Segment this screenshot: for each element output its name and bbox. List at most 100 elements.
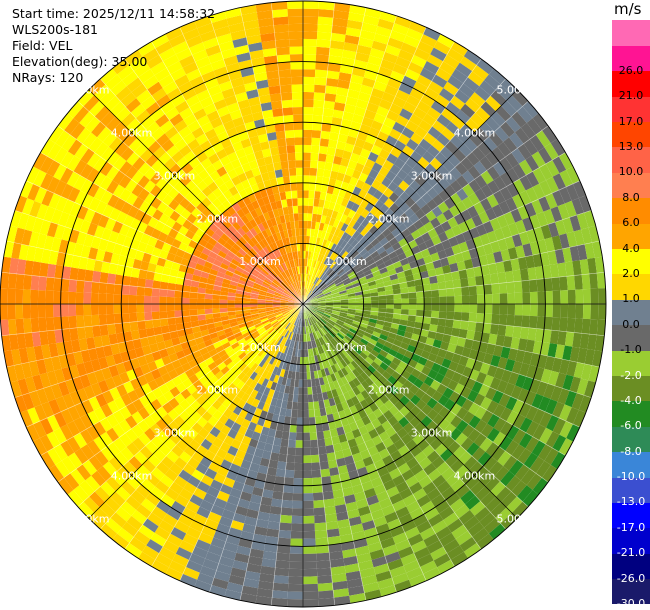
range-gate-cell — [286, 347, 292, 356]
range-gate-cell — [309, 283, 314, 291]
range-gate-cell — [47, 414, 60, 432]
range-gate-cell — [292, 363, 297, 372]
range-gate-cell — [285, 462, 295, 471]
range-gate-cell — [451, 224, 463, 237]
range-gate-cell — [316, 354, 322, 363]
range-gate-cell — [434, 224, 445, 236]
range-gate-cell — [242, 233, 251, 243]
range-gate-cell — [264, 324, 273, 331]
range-gate-cell — [296, 243, 301, 252]
range-gate-cell — [242, 74, 256, 85]
range-gate-cell — [470, 112, 486, 128]
range-gate-cell — [259, 287, 268, 293]
range-gate-cell — [426, 420, 439, 433]
range-gate-cell — [322, 326, 329, 334]
range-gate-cell — [353, 285, 362, 291]
range-gate-cell — [594, 334, 605, 352]
range-gate-cell — [485, 116, 500, 132]
range-gate-cell — [450, 41, 468, 57]
range-gate-cell — [310, 348, 314, 357]
range-gate-cell — [151, 506, 167, 520]
range-gate-cell — [426, 199, 438, 211]
range-gate-cell — [468, 312, 477, 323]
range-gate-cell — [235, 359, 245, 369]
range-gate-cell — [265, 535, 279, 546]
range-gate-cell — [246, 152, 257, 163]
range-gate-cell — [131, 83, 148, 98]
range-gate-cell — [260, 32, 276, 43]
range-gate-cell — [430, 100, 446, 114]
range-gate-cell — [361, 359, 371, 369]
range-gate-cell — [474, 406, 487, 420]
range-gate-cell — [450, 551, 468, 567]
range-gate-cell — [459, 536, 477, 552]
range-gate-cell — [423, 221, 435, 232]
range-gate-cell — [401, 355, 411, 365]
range-gate-cell — [390, 146, 402, 158]
range-gate-cell — [337, 285, 346, 291]
range-gate-cell — [303, 599, 319, 607]
range-gate-cell — [443, 172, 457, 185]
range-gate-cell — [381, 228, 392, 238]
range-gate-cell — [60, 183, 74, 200]
range-gate-cell — [138, 328, 148, 339]
range-gate-cell — [189, 494, 204, 507]
range-gate-cell — [211, 336, 220, 345]
range-gate-cell — [86, 167, 100, 183]
range-gate-cell — [525, 155, 540, 172]
range-gate-cell — [154, 220, 166, 232]
range-gate-cell — [255, 277, 264, 284]
range-gate-cell — [115, 486, 131, 501]
range-gate-cell — [316, 46, 330, 56]
range-gate-cell — [399, 108, 413, 121]
range-gate-cell — [536, 381, 548, 397]
range-gate-cell — [529, 315, 538, 329]
range-gate-cell — [297, 190, 303, 199]
range-gate-cell — [156, 201, 169, 214]
range-gate-cell — [460, 277, 469, 288]
range-gate-cell — [403, 379, 414, 390]
axis-line — [88, 89, 518, 519]
range-gate-cell — [268, 286, 276, 292]
range-gate-cell — [370, 477, 384, 488]
range-gate-cell — [360, 338, 369, 346]
range-gate-cell — [422, 283, 432, 292]
range-gate-cell — [523, 452, 539, 469]
range-gate-cell — [127, 247, 138, 259]
range-gate-cell — [257, 367, 266, 377]
range-gate-cell — [551, 235, 563, 251]
range-gate-cell — [361, 77, 376, 88]
range-gate-cell — [303, 440, 311, 448]
range-gate-cell — [511, 148, 526, 164]
range-gate-cell — [199, 96, 214, 109]
range-gate-cell — [401, 298, 410, 304]
range-gate-cell — [350, 476, 362, 487]
range-gate-cell — [293, 267, 297, 275]
range-gate-cell — [138, 524, 155, 540]
range-gate-cell — [432, 474, 446, 488]
range-gate-cell — [107, 323, 116, 335]
range-gate-cell — [417, 156, 430, 169]
range-gate-cell — [285, 313, 292, 320]
range-gate-cell — [161, 413, 174, 426]
range-gate-cell — [166, 507, 182, 521]
range-gate-cell — [250, 295, 259, 300]
range-gate-cell — [361, 480, 374, 492]
range-gate-cell — [347, 236, 356, 246]
range-gate-cell — [537, 304, 546, 317]
range-gate-cell — [347, 293, 356, 297]
ray-separator — [302, 152, 566, 305]
range-gate-cell — [437, 281, 447, 290]
colorbar-swatch — [612, 324, 650, 351]
range-gate-cell — [256, 400, 265, 411]
range-gate-cell — [322, 247, 328, 256]
range-gate-cell — [310, 228, 315, 237]
range-gate-cell — [137, 320, 146, 331]
range-gate-cell — [332, 219, 340, 228]
range-gate-cell — [188, 223, 199, 234]
range-gate-cell — [235, 91, 249, 103]
range-gate-cell — [18, 244, 29, 261]
range-gate-cell — [269, 285, 277, 291]
range-gate-cell — [175, 48, 193, 61]
range-gate-cell — [277, 286, 285, 292]
